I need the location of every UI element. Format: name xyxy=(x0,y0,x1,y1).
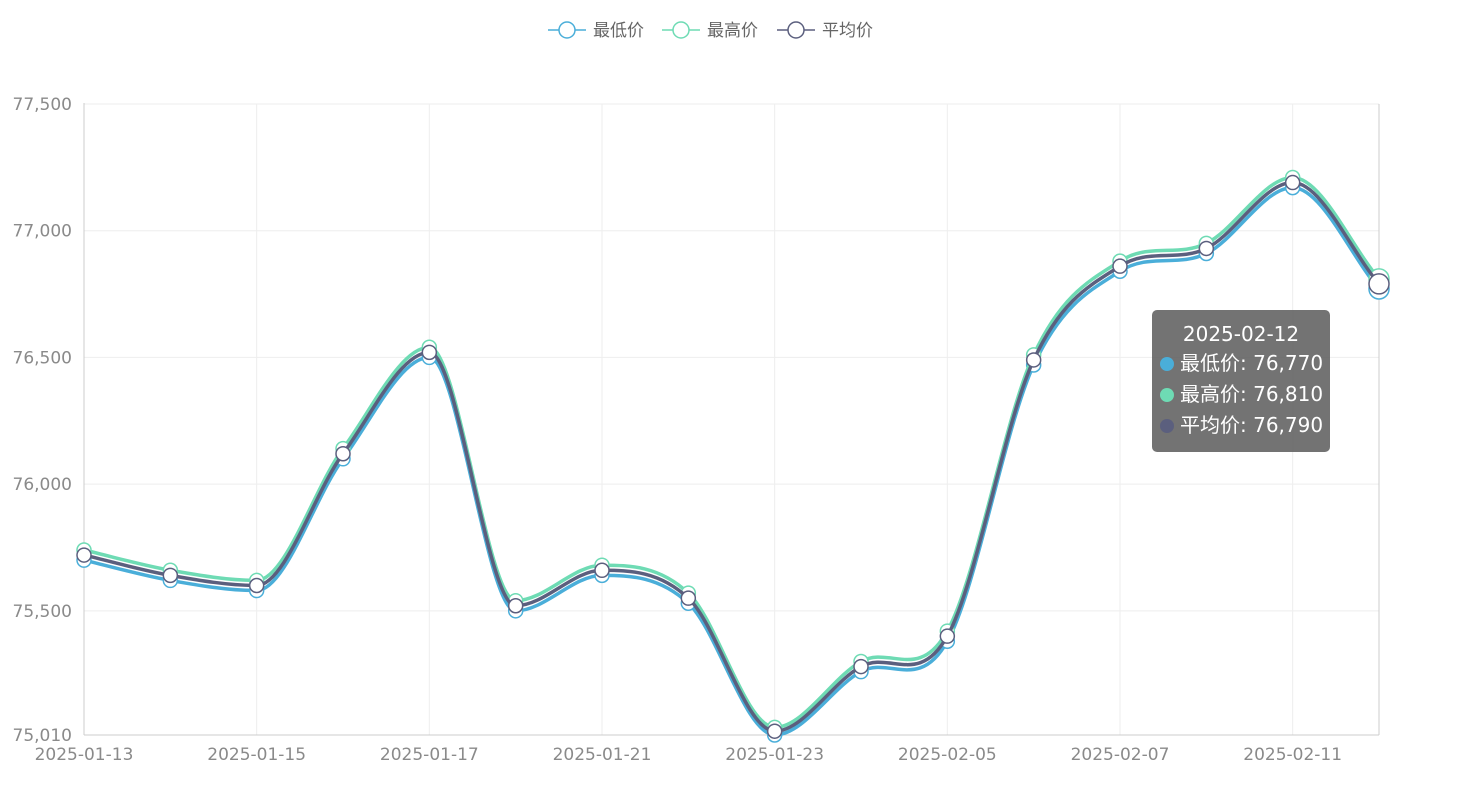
tooltip-row-low: 最低价: 76,770 xyxy=(1152,348,1330,379)
y-tick-label: 75,010 xyxy=(13,726,72,746)
y-tick-label: 75,500 xyxy=(13,602,72,622)
data-point-avg xyxy=(1198,240,1215,257)
legend-label-high: 最高价 xyxy=(707,21,758,41)
tooltip-text-avg: 平均价: 76,790 xyxy=(1180,413,1324,437)
data-point-avg xyxy=(1284,174,1301,191)
series-high xyxy=(76,169,1390,736)
data-point-avg xyxy=(507,598,524,614)
data-point-avg xyxy=(939,628,956,644)
tooltip-dot-high xyxy=(1160,388,1174,402)
y-axis-labels: 75,010 75,500 76,000 76,500 77,000 77,500 xyxy=(13,95,72,746)
legend-marker-high xyxy=(672,21,690,39)
legend-marker-low xyxy=(558,21,576,39)
data-point-avg xyxy=(853,658,869,675)
chart-legend: 最低价 最高价 平均价 xyxy=(548,21,873,41)
tooltip-text-high: 最高价: 76,810 xyxy=(1180,382,1324,406)
data-point-avg xyxy=(421,344,438,361)
chart-grid xyxy=(84,103,1379,735)
chart-series xyxy=(76,169,1390,743)
data-point-avg xyxy=(248,577,265,594)
x-axis-labels: 2025-01-13 2025-01-15 2025-01-17 2025-01-21… xyxy=(35,745,1342,765)
x-tick-label: 2025-01-13 xyxy=(35,745,134,765)
x-tick-label: 2025-01-15 xyxy=(207,745,306,765)
tooltip-text-low: 最低价: 76,770 xyxy=(1180,351,1324,375)
x-tick-label: 2025-01-23 xyxy=(725,745,824,765)
x-tick-label: 2025-02-11 xyxy=(1243,745,1342,765)
data-point-avg xyxy=(1112,258,1128,274)
chart-axes xyxy=(83,103,1380,736)
tooltip-title: 2025-02-12 xyxy=(1182,322,1300,346)
legend-item-avg[interactable]: 平均价 xyxy=(777,21,873,41)
data-point-avg xyxy=(1025,352,1042,368)
y-tick-label: 76,000 xyxy=(13,475,72,495)
data-point-avg xyxy=(766,723,783,739)
x-tick-label: 2025-02-07 xyxy=(1071,745,1170,765)
series-low xyxy=(76,179,1390,743)
x-tick-label: 2025-02-05 xyxy=(898,745,997,765)
tooltip-dot-avg xyxy=(1160,419,1174,433)
series-line-high xyxy=(83,175,1381,730)
data-point-avg xyxy=(162,567,179,584)
y-tick-label: 77,000 xyxy=(13,222,72,242)
data-point-avg xyxy=(1368,273,1390,295)
chart-tooltip: 2025-02-12 最低价: 76,770 最高价: 76,810 平均价: … xyxy=(1152,310,1330,452)
legend-label-avg: 平均价 xyxy=(822,21,873,41)
series-line-avg xyxy=(83,180,1381,733)
data-point-avg xyxy=(335,445,351,462)
series-avg xyxy=(76,174,1390,739)
data-point-avg xyxy=(594,562,610,579)
data-point-avg xyxy=(76,547,92,563)
data-point-avg xyxy=(680,590,697,606)
y-tick-label: 76,500 xyxy=(13,348,72,368)
legend-marker-avg xyxy=(787,21,805,39)
legend-label-low: 最低价 xyxy=(593,21,644,41)
tooltip-row-avg: 平均价: 76,790 xyxy=(1152,410,1330,441)
tooltip-row-high: 最高价: 76,810 xyxy=(1152,379,1330,410)
legend-item-high[interactable]: 最高价 xyxy=(662,21,758,41)
legend-item-low[interactable]: 最低价 xyxy=(548,21,644,41)
series-line-low xyxy=(83,185,1381,737)
x-tick-label: 2025-01-21 xyxy=(553,745,652,765)
tooltip-dot-low xyxy=(1160,357,1174,371)
x-tick-label: 2025-01-17 xyxy=(380,745,479,765)
y-tick-label: 77,500 xyxy=(13,95,72,115)
